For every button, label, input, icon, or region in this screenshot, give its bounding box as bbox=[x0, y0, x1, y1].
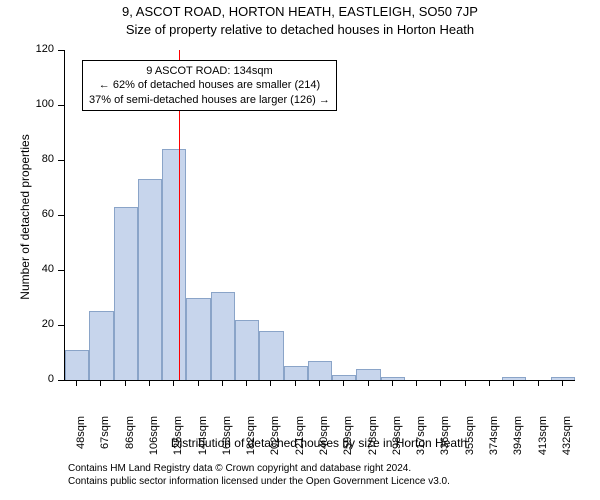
x-tick-label: 202sqm bbox=[269, 416, 281, 466]
x-tick-label: 144sqm bbox=[197, 416, 209, 466]
x-tick-label: 106sqm bbox=[148, 416, 160, 466]
x-tick-label: 278sqm bbox=[367, 416, 379, 466]
footer-text: Contains HM Land Registry data © Crown c… bbox=[68, 463, 450, 488]
x-tick bbox=[100, 380, 101, 386]
annotation-line: 9 ASCOT ROAD: 134sqm bbox=[89, 64, 330, 78]
y-tick bbox=[58, 105, 64, 106]
x-tick-label: 182sqm bbox=[245, 416, 257, 466]
y-tick-label: 60 bbox=[28, 208, 54, 220]
histogram-bar bbox=[114, 207, 138, 380]
x-tick bbox=[270, 380, 271, 386]
y-tick-label: 100 bbox=[28, 98, 54, 110]
histogram-bar bbox=[356, 369, 380, 380]
histogram-bar bbox=[259, 331, 283, 381]
histogram-bar bbox=[308, 361, 332, 380]
x-tick bbox=[538, 380, 539, 386]
x-tick bbox=[222, 380, 223, 386]
x-tick-label: 86sqm bbox=[124, 416, 136, 466]
x-tick-label: 355sqm bbox=[464, 416, 476, 466]
x-tick-label: 240sqm bbox=[318, 416, 330, 466]
histogram-bar bbox=[551, 377, 575, 380]
x-tick bbox=[465, 380, 466, 386]
y-tick bbox=[58, 380, 64, 381]
x-tick-label: 394sqm bbox=[512, 416, 524, 466]
histogram-bar bbox=[65, 350, 89, 380]
x-tick bbox=[416, 380, 417, 386]
x-tick bbox=[246, 380, 247, 386]
x-tick bbox=[319, 380, 320, 386]
annotation-box: 9 ASCOT ROAD: 134sqm ← 62% of detached h… bbox=[82, 60, 337, 111]
y-tick-label: 40 bbox=[28, 263, 54, 275]
x-tick bbox=[343, 380, 344, 386]
annotation-line: ← 62% of detached houses are smaller (21… bbox=[89, 78, 330, 92]
footer-line: Contains public sector information licen… bbox=[68, 476, 450, 489]
x-tick-label: 374sqm bbox=[488, 416, 500, 466]
y-tick bbox=[58, 270, 64, 271]
x-tick bbox=[368, 380, 369, 386]
title-sub: Size of property relative to detached ho… bbox=[0, 22, 600, 37]
chart-frame: 9, ASCOT ROAD, HORTON HEATH, EASTLEIGH, … bbox=[0, 0, 600, 500]
histogram-bar bbox=[332, 375, 356, 381]
x-tick-label: 163sqm bbox=[221, 416, 233, 466]
x-tick-label: 336sqm bbox=[439, 416, 451, 466]
y-tick bbox=[58, 160, 64, 161]
x-tick bbox=[198, 380, 199, 386]
y-tick-label: 80 bbox=[28, 153, 54, 165]
x-tick bbox=[440, 380, 441, 386]
x-tick bbox=[125, 380, 126, 386]
histogram-bar bbox=[89, 311, 113, 380]
histogram-bar bbox=[284, 366, 308, 380]
x-tick-label: 67sqm bbox=[99, 416, 111, 466]
x-tick bbox=[173, 380, 174, 386]
annotation-line: 37% of semi-detached houses are larger (… bbox=[89, 93, 330, 107]
histogram-bar bbox=[235, 320, 259, 381]
x-tick-label: 317sqm bbox=[415, 416, 427, 466]
x-tick-label: 298sqm bbox=[391, 416, 403, 466]
histogram-bar bbox=[211, 292, 235, 380]
x-tick-label: 432sqm bbox=[561, 416, 573, 466]
histogram-bar bbox=[138, 179, 162, 380]
x-tick-label: 413sqm bbox=[537, 416, 549, 466]
y-tick-label: 120 bbox=[28, 43, 54, 55]
x-tick bbox=[513, 380, 514, 386]
histogram-bar bbox=[502, 377, 526, 380]
histogram-bar bbox=[186, 298, 210, 381]
histogram-bar bbox=[381, 377, 405, 380]
x-tick bbox=[149, 380, 150, 386]
y-tick-label: 20 bbox=[28, 318, 54, 330]
x-tick bbox=[392, 380, 393, 386]
x-tick-label: 221sqm bbox=[294, 416, 306, 466]
y-tick bbox=[58, 50, 64, 51]
title-top: 9, ASCOT ROAD, HORTON HEATH, EASTLEIGH, … bbox=[0, 4, 600, 19]
x-tick bbox=[76, 380, 77, 386]
y-tick bbox=[58, 215, 64, 216]
histogram-bar bbox=[162, 149, 186, 380]
x-tick bbox=[295, 380, 296, 386]
x-tick bbox=[562, 380, 563, 386]
y-tick-label: 0 bbox=[28, 373, 54, 385]
x-tick-label: 48sqm bbox=[75, 416, 87, 466]
x-tick-label: 259sqm bbox=[342, 416, 354, 466]
x-tick bbox=[489, 380, 490, 386]
y-tick bbox=[58, 325, 64, 326]
x-tick-label: 125sqm bbox=[172, 416, 184, 466]
